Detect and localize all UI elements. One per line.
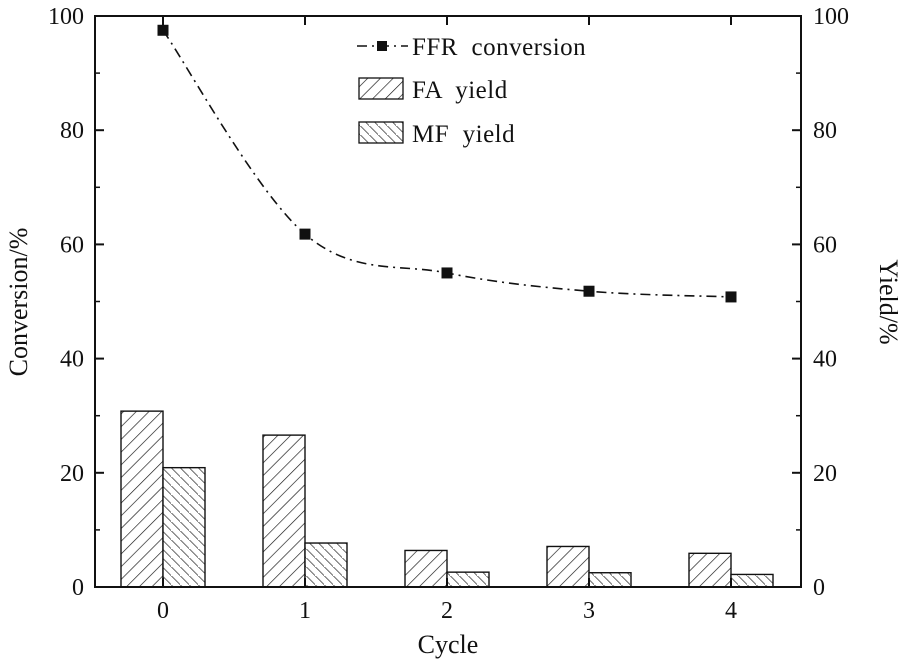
- ffr-point-cycle-3: [583, 285, 595, 297]
- line-layer: [157, 24, 737, 303]
- y-right-tick-label: 20: [813, 461, 837, 487]
- bar-fa-yield-cycle-2: [404, 549, 448, 588]
- bar-mf-yield-cycle-4: [730, 573, 774, 588]
- x-tick-label: 4: [725, 598, 737, 624]
- legend-label-mf-yield: MF yield: [412, 121, 515, 148]
- legend-square-marker: [377, 41, 387, 51]
- tick-layer: 0 0 20 20 40 40 60 60 80 80 100 100 0 1 2 3 4: [48, 4, 849, 624]
- legend-item-mf-yield: MF yield: [358, 121, 515, 148]
- y-right-tick-label: 100: [813, 4, 849, 30]
- y-right-tick-label: 0: [813, 575, 825, 601]
- legend-label-ffr-conversion: FFR conversion: [412, 34, 586, 61]
- legend-item-fa-yield: FA yield: [358, 77, 508, 104]
- bar-mf-yield-cycle-2: [446, 571, 490, 588]
- bar-fa-yield-cycle-3: [546, 545, 590, 588]
- ffr-conversion-line: [162, 29, 732, 298]
- ffr-point-cycle-2: [441, 267, 453, 279]
- x-tick-label: 0: [157, 598, 169, 624]
- y-left-tick-label: 20: [60, 461, 84, 487]
- bar-fa-yield-cycle-4: [688, 552, 732, 588]
- y-left-tick-label: 40: [60, 347, 84, 373]
- bar-mf-yield-cycle-3: [588, 572, 632, 588]
- bar-fa-yield-cycle-1: [262, 434, 306, 588]
- y-left-tick-label: 60: [60, 232, 84, 258]
- ffr-point-cycle-1: [299, 228, 311, 240]
- legend-item-ffr-conversion: FFR conversion: [357, 34, 586, 61]
- x-tick-label: 1: [299, 598, 311, 624]
- bar-fa-yield-cycle-0: [120, 410, 164, 588]
- bar-mf-yield-cycle-1: [304, 542, 348, 588]
- ffr-point-cycle-4: [725, 291, 737, 303]
- bar-mf-yield-cycle-0: [162, 466, 206, 588]
- y-axis-right-title: Yield/%: [874, 259, 898, 344]
- y-right-tick-label: 40: [813, 347, 837, 373]
- legend-swatch-diagonal-hatch: [358, 77, 404, 100]
- y-axis-left-title: Conversion/%: [4, 228, 33, 377]
- x-tick-label: 2: [441, 598, 453, 624]
- y-left-tick-label: 100: [48, 4, 84, 30]
- legend: FFR conversion FA yield MF yield: [357, 34, 586, 148]
- bar-layer: [120, 410, 774, 588]
- y-left-tick-label: 0: [72, 575, 84, 601]
- legend-label-fa-yield: FA yield: [412, 77, 508, 104]
- legend-swatch-cross-hatch: [358, 121, 404, 144]
- y-right-tick-label: 60: [813, 232, 837, 258]
- x-tick-label: 3: [583, 598, 595, 624]
- ffr-point-cycle-0: [157, 24, 169, 36]
- y-left-tick-label: 80: [60, 118, 84, 144]
- x-axis-title: Cycle: [418, 630, 479, 659]
- y-right-tick-label: 80: [813, 118, 837, 144]
